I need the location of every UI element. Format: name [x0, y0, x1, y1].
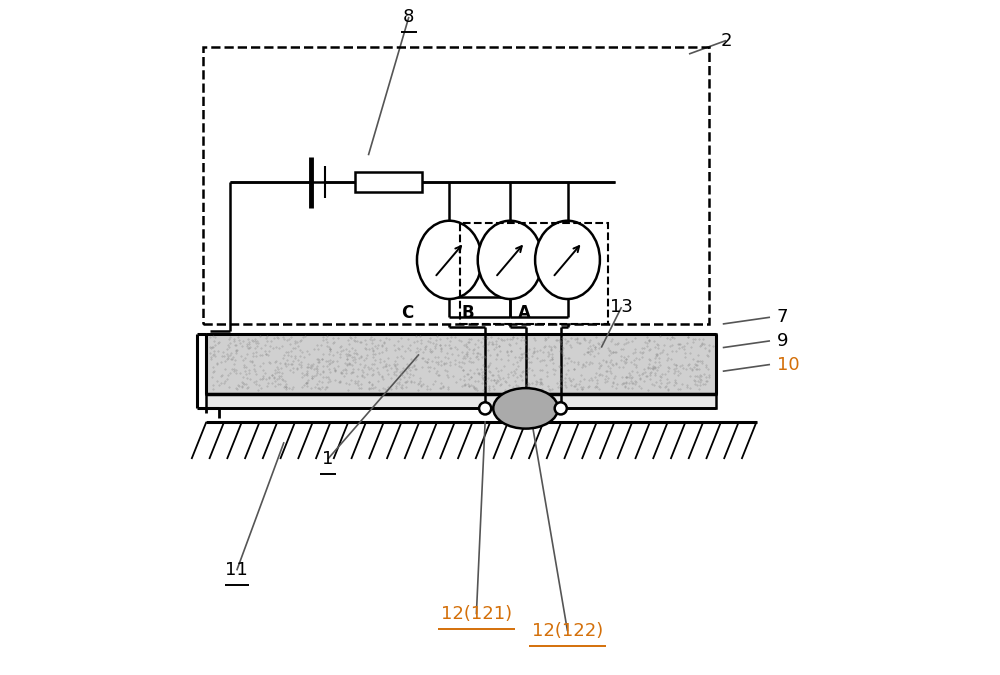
- Text: A: A: [518, 304, 531, 323]
- Bar: [355, 172, 422, 192]
- Text: 9: 9: [777, 332, 788, 350]
- Ellipse shape: [535, 221, 600, 299]
- Text: 7: 7: [777, 308, 788, 326]
- Text: 1: 1: [322, 450, 334, 468]
- Bar: [206, 394, 716, 408]
- Text: 8: 8: [403, 8, 415, 26]
- Bar: [203, 47, 709, 324]
- Text: 13: 13: [610, 298, 633, 316]
- Ellipse shape: [417, 221, 482, 299]
- Circle shape: [555, 402, 567, 414]
- Text: 12(121): 12(121): [441, 605, 512, 623]
- Bar: [460, 223, 608, 324]
- Ellipse shape: [493, 388, 558, 429]
- Circle shape: [479, 402, 491, 414]
- Bar: [206, 334, 716, 394]
- Text: 10: 10: [777, 356, 799, 373]
- Text: C: C: [401, 304, 413, 323]
- Text: 11: 11: [225, 562, 248, 579]
- Text: B: B: [461, 304, 474, 323]
- Ellipse shape: [478, 221, 543, 299]
- Text: 12(122): 12(122): [532, 622, 603, 640]
- Text: 2: 2: [720, 32, 732, 49]
